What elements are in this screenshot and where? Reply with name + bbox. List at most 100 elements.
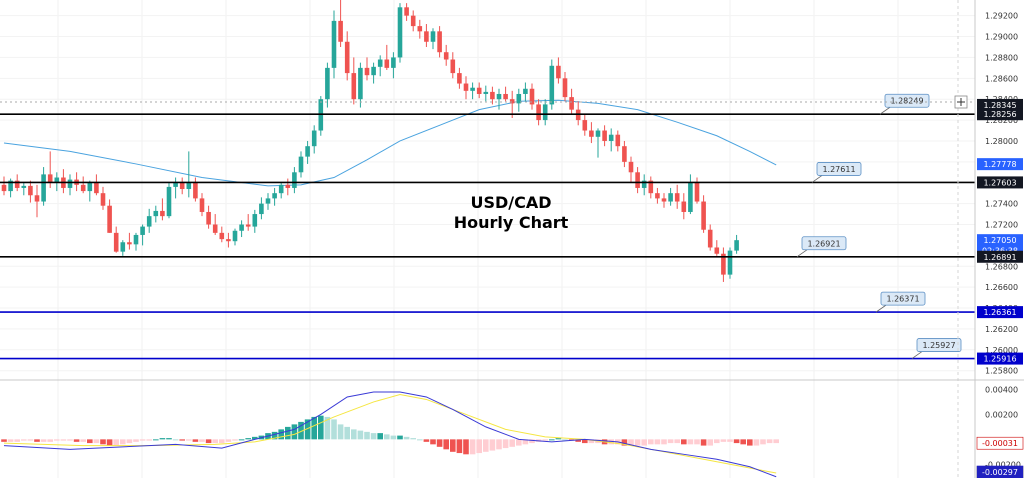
candle[interactable] [179,177,185,195]
level-callout[interactable]: 1.27611 [811,162,862,183]
candle[interactable] [701,195,706,233]
candle[interactable] [529,83,535,110]
candle[interactable] [219,226,225,243]
candle[interactable] [397,3,403,63]
candle[interactable] [450,52,456,79]
candle[interactable] [285,178,291,196]
level-callout[interactable]: 1.25927 [911,338,962,359]
candle[interactable] [21,182,27,196]
candle[interactable] [622,140,627,168]
candle[interactable] [34,184,40,218]
candle[interactable] [437,26,442,58]
candle[interactable] [668,187,673,206]
candle[interactable] [226,232,231,248]
candle[interactable] [688,174,693,215]
candle[interactable] [252,209,258,233]
candle[interactable] [562,72,568,102]
candle[interactable] [212,214,218,235]
candle[interactable] [443,44,449,66]
candle[interactable] [516,88,522,112]
candle[interactable] [272,187,277,206]
candle[interactable] [674,184,680,209]
candle[interactable] [602,125,607,147]
candle[interactable] [470,82,475,100]
candle[interactable] [648,176,654,199]
candle[interactable] [721,247,726,282]
candle[interactable] [153,205,159,223]
candle[interactable] [259,197,264,220]
candle[interactable] [113,226,119,253]
candle[interactable] [641,174,647,196]
candle[interactable] [140,224,145,246]
candle[interactable] [344,31,350,81]
candle[interactable] [298,151,304,178]
candle[interactable] [133,232,139,251]
candle[interactable] [463,76,469,100]
candle[interactable] [120,240,126,256]
candle[interactable] [166,182,172,219]
candle[interactable] [193,177,198,202]
level-callout[interactable]: 1.26371 [875,291,926,313]
candle[interactable] [199,193,205,217]
candle[interactable] [410,10,416,32]
candle[interactable] [107,199,112,233]
candle[interactable] [377,55,383,77]
candle[interactable] [635,167,640,194]
candle[interactable] [245,214,251,231]
candle[interactable] [503,86,508,102]
candle[interactable] [94,174,99,196]
candle[interactable] [707,224,713,251]
level-callout[interactable]: 1.28249 [879,93,930,115]
candle[interactable] [87,180,93,202]
candle[interactable] [595,128,601,158]
horizontal-levels[interactable]: 1.28249 1.27611 1.26921 1.26371 1.25927 [0,93,975,360]
candle[interactable] [404,3,409,21]
candle[interactable] [67,174,73,196]
candle[interactable] [311,125,317,154]
candle[interactable] [391,52,396,79]
candle[interactable] [490,86,495,105]
candle[interactable] [523,82,528,102]
candle[interactable] [734,234,739,254]
candle[interactable] [41,167,46,206]
candle[interactable] [661,193,667,208]
candle[interactable] [536,99,541,126]
candle[interactable] [160,198,165,221]
candle[interactable] [206,205,211,229]
candle[interactable] [615,130,621,152]
candle[interactable] [325,62,330,108]
candle[interactable] [239,220,244,238]
candle[interactable] [232,228,238,246]
level-callout[interactable]: 1.26921 [796,236,847,258]
candle[interactable] [681,193,687,220]
candle[interactable] [556,57,561,84]
candle[interactable] [417,19,423,39]
candle[interactable] [1,176,7,196]
candle[interactable] [331,10,337,79]
candle[interactable] [714,240,720,256]
crosshair-plus-icon[interactable] [954,95,968,109]
candle[interactable] [338,0,343,47]
candle[interactable] [80,176,86,194]
candle[interactable] [278,182,284,199]
candle[interactable] [292,167,297,194]
candle[interactable] [727,247,733,279]
candle[interactable] [476,82,482,99]
candle[interactable] [173,177,178,199]
candlestick-series[interactable] [1,0,739,282]
candle[interactable] [457,67,462,89]
candle[interactable] [28,180,33,203]
candle[interactable] [542,99,548,126]
candle[interactable] [146,208,152,233]
candle[interactable] [186,151,192,198]
candle[interactable] [371,62,376,84]
candle[interactable] [582,113,588,136]
candle[interactable] [608,128,614,152]
candle[interactable] [496,88,502,110]
candle[interactable] [483,85,489,102]
candle[interactable] [384,44,390,70]
candle[interactable] [589,122,594,144]
candle[interactable] [358,62,363,108]
candle[interactable] [549,59,555,110]
